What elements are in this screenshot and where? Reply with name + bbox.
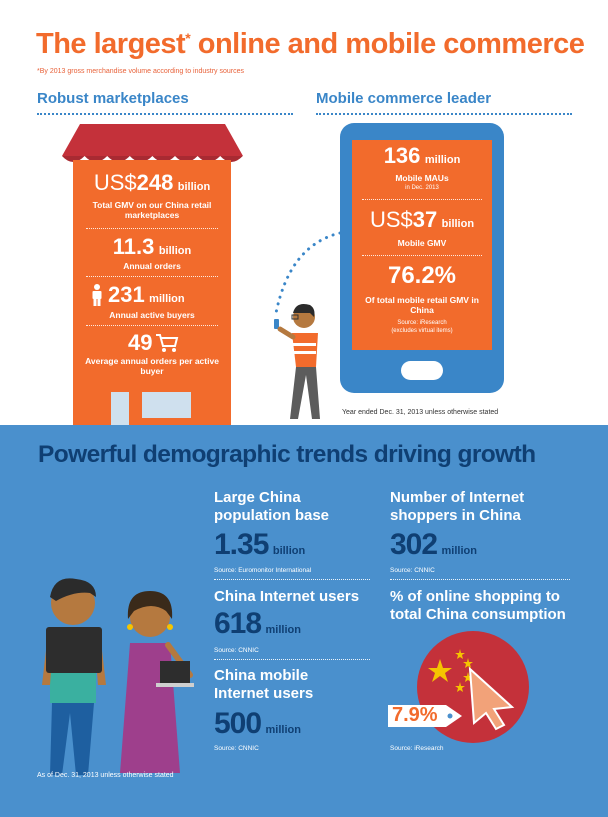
mobile-share-note: (excludes virtual items) xyxy=(391,328,453,334)
mobile-divider xyxy=(316,113,572,115)
internet-source: Source: CNNIC xyxy=(214,647,259,654)
maus-label: Mobile MAUs xyxy=(395,173,449,183)
person-icon xyxy=(92,284,102,306)
mobile-gmv-label: Mobile GMV xyxy=(397,238,447,248)
online-share-value: 7.9% xyxy=(392,704,438,726)
divider xyxy=(214,659,370,660)
shoppers-heading: Number of Internet shoppers in China xyxy=(390,489,525,524)
divider xyxy=(362,199,482,200)
storefront-awning-icon xyxy=(62,124,243,162)
buyers-stat: 231 million xyxy=(108,282,185,307)
divider xyxy=(362,255,482,256)
orders-stat: 11.3 billion xyxy=(112,234,192,259)
people-illustration xyxy=(42,578,194,775)
divider xyxy=(86,325,218,326)
gmv-label: Total GMV on our China retail marketplac… xyxy=(92,200,212,220)
demographics-heading: Powerful demographic trends driving grow… xyxy=(38,441,536,468)
maus-stat: 136 million xyxy=(383,143,461,168)
divider xyxy=(390,579,570,580)
demographics-section: Powerful demographic trends driving grow… xyxy=(0,425,608,817)
store-door xyxy=(111,392,129,425)
mobile-gmv-stat: US$37 billion xyxy=(369,207,475,232)
population-source: Source: Euromonitor International xyxy=(214,567,312,574)
gmv-stat: US$248 billion xyxy=(93,170,211,195)
page-title: The largest* online and mobile commerce xyxy=(36,28,585,60)
shoppers-stat: 302 million xyxy=(390,528,477,561)
avg-orders-stat: 49 xyxy=(128,330,153,355)
mobile-share-label: Of total mobile retail GMV in China xyxy=(365,295,479,315)
share-heading: % of online shopping to total China cons… xyxy=(390,588,566,623)
price-tag-icon xyxy=(388,705,462,727)
mobile-users-heading: China mobile Internet users xyxy=(214,667,314,702)
population-heading: Large China population base xyxy=(214,489,330,524)
marketplaces-heading: Robust marketplaces xyxy=(37,90,189,107)
cart-icon xyxy=(156,334,179,352)
divider xyxy=(86,276,218,277)
maus-sub: in Dec. 2013 xyxy=(405,185,439,191)
internet-heading: China Internet users xyxy=(214,588,360,605)
mobile-footnote: Year ended Dec. 31, 2013 unless otherwis… xyxy=(342,409,499,416)
population-stat: 1.35 billion xyxy=(214,528,306,561)
divider xyxy=(214,579,370,580)
online-share-source: Source: iResearch xyxy=(390,745,444,752)
top-section: The largest* online and mobile commerce … xyxy=(36,28,585,425)
man-with-phone-illustration xyxy=(274,231,342,419)
mobile-share-source: Source: iResearch xyxy=(397,320,447,326)
internet-stat: 618 million xyxy=(214,607,301,640)
mobile-heading: Mobile commerce leader xyxy=(316,90,492,107)
orders-label: Annual orders xyxy=(123,261,181,271)
marketplaces-divider xyxy=(37,113,293,115)
phone-home-button xyxy=(401,361,443,380)
mobile-users-stat: 500 million xyxy=(214,707,301,740)
buyers-label: Annual active buyers xyxy=(109,310,195,320)
shoppers-source: Source: CNNIC xyxy=(390,567,435,574)
store-window xyxy=(142,392,191,418)
phone-screen xyxy=(352,140,492,350)
avg-orders-label: Average annual orders per active buyer xyxy=(85,356,219,376)
cursor-icon xyxy=(468,666,515,731)
title-footnote: *By 2013 gross merchandise volume accord… xyxy=(37,68,244,75)
divider xyxy=(86,228,218,229)
mobile-share-stat: 76.2% xyxy=(387,262,457,289)
demographics-footnote: As of Dec. 31, 2013 unless otherwise sta… xyxy=(37,772,174,779)
mobile-users-source: Source: CNNIC xyxy=(214,745,259,752)
